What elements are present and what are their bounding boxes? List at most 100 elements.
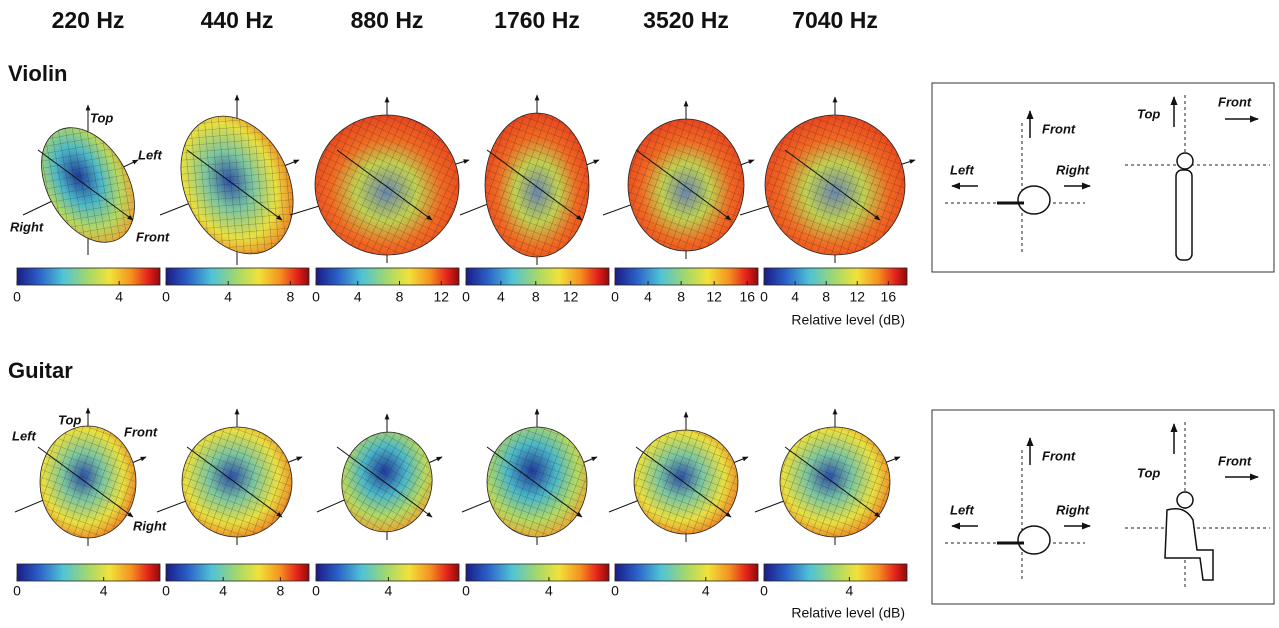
player-head xyxy=(1176,491,1194,509)
axis-label: Top xyxy=(58,412,81,427)
balloon-mesh xyxy=(633,429,739,535)
frequency-header: 1760 Hz xyxy=(494,7,580,33)
balloon-mesh xyxy=(627,118,745,252)
colorbar-tick-label: 0 xyxy=(611,583,619,599)
colorbar xyxy=(465,267,610,286)
colorbar-tick-label: 16 xyxy=(739,289,755,305)
frequency-header: 880 Hz xyxy=(351,7,424,33)
instrument-title: Violin xyxy=(8,61,68,86)
inset-label: Front xyxy=(1218,453,1252,468)
inset-label: Left xyxy=(950,162,975,177)
colorbar-tick-label: 0 xyxy=(462,583,470,599)
colorbar-tick-label: 0 xyxy=(611,289,619,305)
colorbar-tick-label: 0 xyxy=(312,583,320,599)
colorbar-tick-label: 16 xyxy=(881,289,897,305)
colorbar-tick-label: 4 xyxy=(354,289,362,305)
colorbar-tick-label: 0 xyxy=(13,289,21,305)
colorbar xyxy=(165,563,310,582)
colorbar xyxy=(465,563,610,582)
colorbar-tick-label: 8 xyxy=(286,289,294,305)
axis-line xyxy=(784,149,881,221)
axis-line xyxy=(336,149,433,221)
instrument-title: Guitar xyxy=(8,358,73,383)
balloon-mesh xyxy=(779,426,891,538)
colorbar-tick-label: 4 xyxy=(497,289,505,305)
colorbar-tick-label: 12 xyxy=(849,289,865,305)
colorbar xyxy=(763,267,908,286)
colorbar xyxy=(16,563,161,582)
colorbar-tick-label: 8 xyxy=(277,583,285,599)
balloon-mesh xyxy=(486,426,588,538)
colorbar xyxy=(614,563,759,582)
colorbar-tick-label: 0 xyxy=(162,583,170,599)
inset-label: Right xyxy=(1056,502,1090,517)
frequency-header: 3520 Hz xyxy=(643,7,729,33)
colorbar-tick-label: 8 xyxy=(396,289,404,305)
inset-box xyxy=(931,409,1275,605)
axis-label: Right xyxy=(133,518,167,533)
balloon-mesh xyxy=(764,114,906,256)
balloon-mesh xyxy=(41,127,135,243)
axis-label: Front xyxy=(124,424,158,439)
inset-label: Front xyxy=(1042,448,1076,463)
inset-label: Left xyxy=(950,502,975,517)
axis-line xyxy=(186,149,283,221)
balloon-mesh xyxy=(180,115,294,255)
player-head xyxy=(1176,152,1194,170)
colorbar-tick-label: 4 xyxy=(545,583,553,599)
axis-line xyxy=(186,446,283,518)
colorbar-tick-label: 8 xyxy=(822,289,830,305)
colorbar-tick-label: 12 xyxy=(706,289,722,305)
player-top-view xyxy=(1017,185,1051,215)
colorbar-tick-label: 0 xyxy=(760,583,768,599)
inset-label: Right xyxy=(1056,162,1090,177)
axis-label: Front xyxy=(136,229,170,244)
colorbar xyxy=(165,267,310,286)
balloon-mesh xyxy=(341,431,433,533)
axis-label: Left xyxy=(138,147,163,162)
player-body xyxy=(1175,169,1193,261)
colorbar-tick-label: 4 xyxy=(845,583,853,599)
colorbar-tick-label: 0 xyxy=(462,289,470,305)
inset-label: Front xyxy=(1218,94,1252,109)
inset-label: Front xyxy=(1042,121,1076,136)
colorbar-tick-label: 4 xyxy=(702,583,710,599)
player-top-view xyxy=(1017,525,1051,555)
colorbar-label: Relative level (dB) xyxy=(791,605,905,621)
colorbar-label: Relative level (dB) xyxy=(791,312,905,328)
axis-line xyxy=(635,446,732,518)
player-body xyxy=(1164,508,1214,581)
balloon-mesh xyxy=(484,112,590,258)
axis-line xyxy=(486,446,583,518)
balloon-mesh xyxy=(314,114,460,256)
colorbar-tick-label: 12 xyxy=(433,289,449,305)
colorbar-tick-label: 8 xyxy=(532,289,540,305)
colorbar xyxy=(614,267,759,286)
axis-line xyxy=(37,446,134,518)
axis-line xyxy=(784,446,881,518)
colorbar-tick-label: 12 xyxy=(563,289,579,305)
colorbar-tick-label: 4 xyxy=(115,289,123,305)
colorbar-tick-label: 4 xyxy=(224,289,232,305)
colorbar xyxy=(315,563,460,582)
colorbar-tick-label: 4 xyxy=(791,289,799,305)
colorbar xyxy=(315,267,460,286)
inset-label: Top xyxy=(1137,465,1160,480)
axis-line xyxy=(486,149,583,221)
axis-label: Right xyxy=(10,219,44,234)
balloon-mesh xyxy=(39,425,137,539)
inset-box xyxy=(931,82,1275,273)
colorbar-tick-label: 0 xyxy=(312,289,320,305)
colorbar-tick-label: 0 xyxy=(13,583,21,599)
frequency-header: 220 Hz xyxy=(52,7,125,33)
colorbar xyxy=(763,563,908,582)
frequency-header: 7040 Hz xyxy=(792,7,878,33)
colorbar-tick-label: 4 xyxy=(219,583,227,599)
colorbar-tick-label: 4 xyxy=(100,583,108,599)
frequency-header: 440 Hz xyxy=(201,7,274,33)
colorbar xyxy=(16,267,161,286)
colorbar-tick-label: 0 xyxy=(760,289,768,305)
inset-label: Top xyxy=(1137,106,1160,121)
colorbar-tick-label: 4 xyxy=(385,583,393,599)
